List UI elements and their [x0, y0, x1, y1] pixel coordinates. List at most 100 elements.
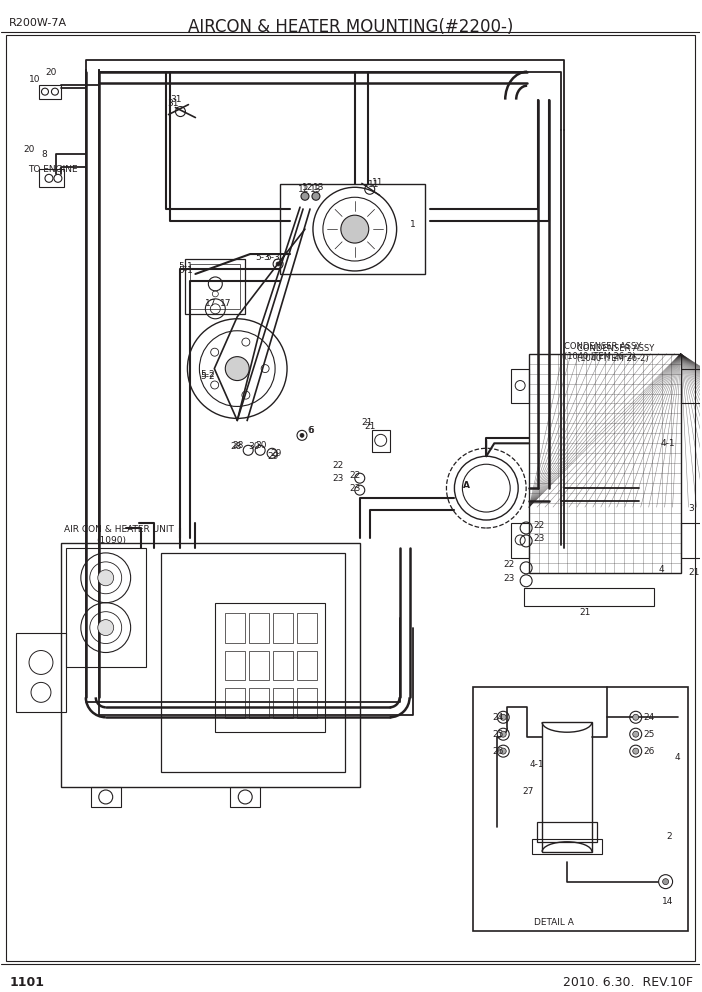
Bar [297, 688, 317, 718]
Text: 30: 30 [255, 440, 267, 449]
Text: 13: 13 [313, 183, 324, 191]
Text: 30: 30 [249, 441, 260, 450]
Circle shape [98, 569, 114, 585]
Text: 17: 17 [206, 300, 217, 309]
Text: A: A [463, 481, 470, 490]
Text: 28: 28 [232, 440, 244, 449]
Text: 5-3: 5-3 [255, 253, 270, 262]
Text: 31: 31 [171, 95, 182, 104]
Text: 3: 3 [689, 504, 694, 513]
Bar [225, 613, 245, 643]
Text: 21: 21 [362, 418, 373, 427]
Text: TO ENGINE: TO ENGINE [28, 165, 78, 174]
Text: 6: 6 [307, 426, 312, 434]
Circle shape [501, 748, 506, 754]
Text: 22: 22 [332, 460, 343, 470]
Circle shape [276, 262, 280, 266]
Circle shape [501, 714, 506, 720]
Text: CONDENSER ASSY: CONDENSER ASSY [564, 342, 641, 351]
Circle shape [633, 731, 639, 737]
Text: DETAIL A: DETAIL A [534, 918, 574, 927]
Circle shape [98, 620, 114, 636]
Bar [680, 523, 702, 558]
Bar [225, 651, 245, 681]
Text: 24: 24 [492, 713, 503, 722]
Text: 8: 8 [41, 150, 47, 159]
Text: 25: 25 [644, 730, 655, 739]
Bar [529, 354, 680, 572]
Text: 1: 1 [409, 219, 416, 228]
Text: 11: 11 [372, 178, 383, 186]
Bar [249, 688, 269, 718]
Text: AIRCON & HEATER MOUNTING(#2200-): AIRCON & HEATER MOUNTING(#2200-) [188, 18, 513, 36]
Text: 23: 23 [503, 574, 515, 583]
Text: 4: 4 [658, 565, 664, 574]
Bar [249, 651, 269, 681]
Text: CONDENSER ASSY: CONDENSER ASSY [577, 344, 654, 353]
Text: 21: 21 [689, 568, 700, 577]
Bar [511, 523, 529, 558]
Text: 11: 11 [368, 180, 379, 188]
Text: 5-1: 5-1 [178, 263, 193, 272]
Bar [216, 603, 325, 732]
Text: 29: 29 [270, 448, 282, 457]
Text: 22: 22 [350, 470, 361, 480]
Bar [273, 688, 293, 718]
Circle shape [225, 357, 249, 381]
Bar [273, 613, 293, 643]
Bar [372, 431, 390, 452]
Circle shape [300, 434, 304, 437]
Text: 20: 20 [45, 68, 56, 77]
Text: 21: 21 [365, 422, 376, 431]
Text: 1101: 1101 [9, 976, 44, 989]
Bar [297, 651, 317, 681]
Bar [297, 613, 317, 643]
Bar [230, 787, 260, 806]
Bar [524, 588, 654, 606]
Bar [273, 651, 293, 681]
Bar [66, 548, 145, 668]
Bar [16, 633, 66, 712]
Text: 23: 23 [533, 535, 545, 544]
Text: 5-2: 5-2 [200, 370, 215, 379]
Circle shape [633, 714, 639, 720]
Bar [680, 369, 702, 404]
Circle shape [501, 731, 506, 737]
Text: 5-3: 5-3 [265, 253, 280, 262]
Text: 22: 22 [503, 560, 515, 569]
Bar [249, 613, 269, 643]
Circle shape [633, 748, 639, 754]
Text: 24: 24 [644, 713, 655, 722]
Text: (1040 ITEM 26-2): (1040 ITEM 26-2) [577, 354, 649, 363]
Text: 2010. 6.30.  REV.10F: 2010. 6.30. REV.10F [562, 976, 692, 989]
Text: 2: 2 [667, 832, 673, 841]
Text: 28: 28 [230, 441, 241, 450]
Text: 4: 4 [675, 753, 680, 762]
Bar [280, 185, 425, 274]
Bar [161, 553, 345, 772]
Text: (1040 ITEM 26-2): (1040 ITEM 26-2) [564, 352, 635, 361]
Text: 21: 21 [579, 608, 590, 617]
Text: 4-1: 4-1 [661, 438, 675, 447]
Text: 12: 12 [302, 183, 313, 191]
Circle shape [663, 879, 668, 885]
Text: 27: 27 [522, 788, 534, 797]
Text: 29: 29 [267, 451, 279, 460]
Text: 26: 26 [644, 747, 655, 756]
Bar [537, 822, 597, 842]
Text: 10: 10 [29, 75, 41, 84]
Text: (1090): (1090) [95, 537, 126, 546]
Bar [225, 688, 245, 718]
Text: 23: 23 [332, 474, 343, 483]
Bar [511, 369, 529, 404]
Text: 26: 26 [492, 747, 503, 756]
Text: 5-1: 5-1 [178, 267, 193, 276]
Text: 6: 6 [308, 426, 314, 434]
Circle shape [341, 215, 369, 243]
Text: AIR CON & HEATER UNIT: AIR CON & HEATER UNIT [64, 526, 174, 535]
Text: 14: 14 [661, 897, 673, 906]
Text: 22: 22 [533, 521, 544, 530]
Bar [185, 259, 245, 313]
Text: 12: 12 [298, 185, 310, 193]
Text: 4-1: 4-1 [529, 760, 544, 769]
